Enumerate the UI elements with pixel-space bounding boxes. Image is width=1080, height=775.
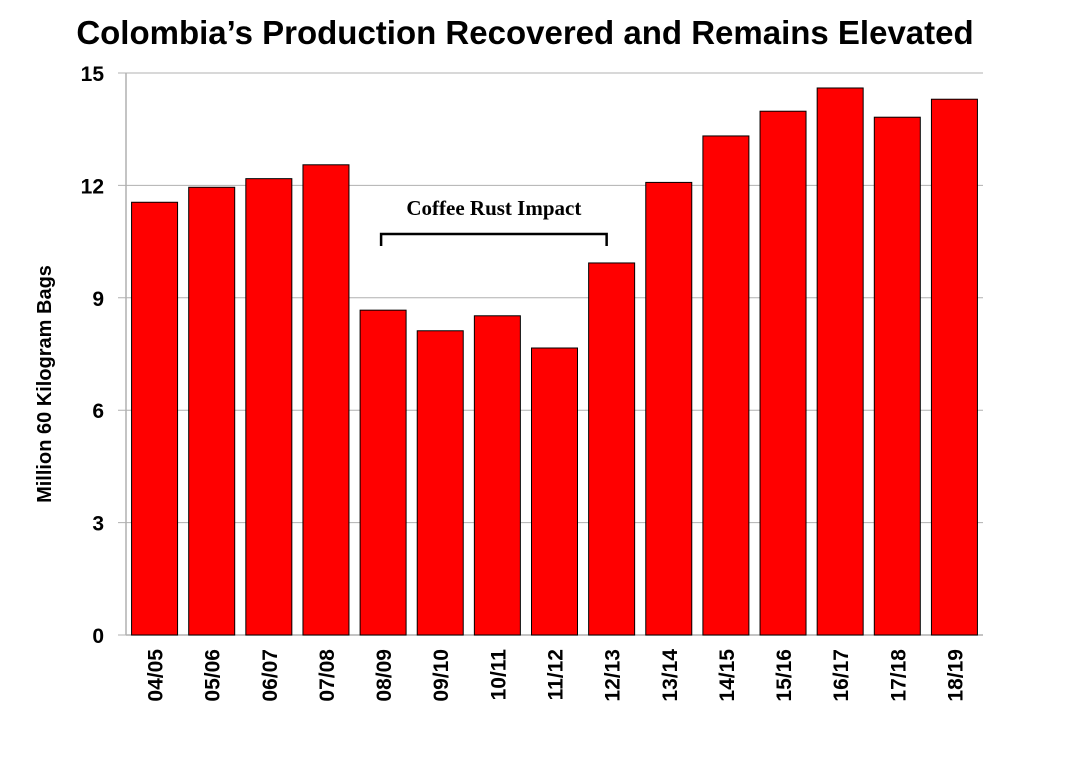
x-tick-label: 13/14 <box>659 649 682 702</box>
bar <box>930 98 978 636</box>
y-tick-label: 3 <box>92 513 104 536</box>
x-tick-label: 10/11 <box>487 649 510 701</box>
bar <box>359 309 407 636</box>
bar <box>702 135 750 636</box>
x-tick-label: 04/05 <box>145 649 168 702</box>
x-tick-label: 18/19 <box>944 649 967 702</box>
bar <box>302 164 350 636</box>
x-tick-label: 06/07 <box>259 649 282 702</box>
y-axis-label: Million 60 Kilogram Bags <box>34 265 56 503</box>
x-tick-label: 07/08 <box>316 649 339 702</box>
bar <box>645 181 693 636</box>
x-tick-label: 14/15 <box>716 649 739 702</box>
bar <box>873 116 921 636</box>
chart-title: Colombia’s Production Recovered and Rema… <box>76 14 974 51</box>
y-tick-label: 6 <box>92 400 104 423</box>
bar <box>416 330 464 636</box>
x-tick-label: 15/16 <box>773 649 796 702</box>
y-tick-label: 12 <box>81 175 104 198</box>
annotation-bracket <box>379 232 608 246</box>
bar <box>588 262 636 636</box>
bar <box>816 87 864 636</box>
x-tick-label: 08/09 <box>373 649 396 702</box>
bar <box>759 110 807 636</box>
x-tick-label: 11/12 <box>545 649 568 700</box>
y-tick-label: 15 <box>81 63 105 86</box>
bar <box>188 186 236 636</box>
y-tick-label: 9 <box>92 288 104 311</box>
y-tick-label: 0 <box>92 625 104 648</box>
bar <box>531 347 578 636</box>
bar <box>473 315 521 636</box>
x-tick-label: 16/17 <box>830 649 853 702</box>
bar <box>245 178 293 636</box>
bar <box>131 201 179 636</box>
x-tick-label: 05/06 <box>202 649 225 702</box>
annotation-label: Coffee Rust Impact <box>406 196 581 220</box>
x-tick-label: 12/13 <box>602 649 625 702</box>
x-tick-label: 17/18 <box>887 649 910 702</box>
x-tick-label: 09/10 <box>430 649 453 702</box>
